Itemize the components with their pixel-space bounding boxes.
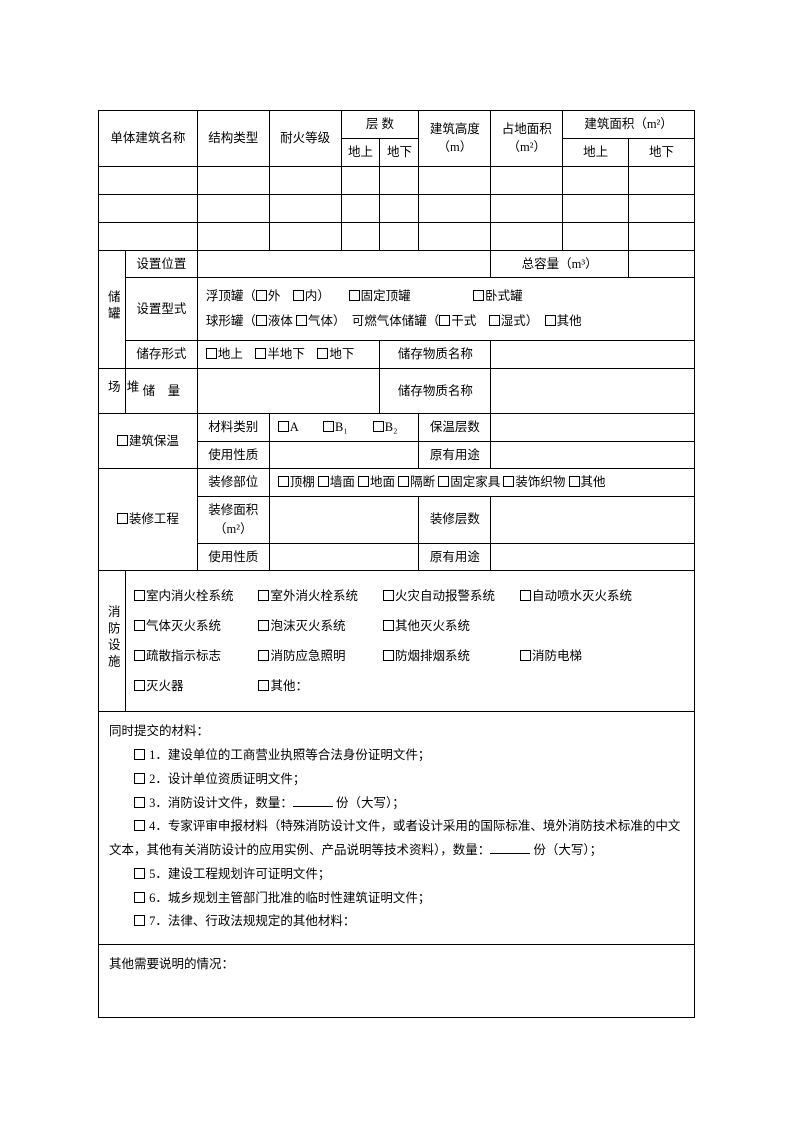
insulation-material-options[interactable]: A B₁ B₂ [269, 413, 419, 441]
checkbox-icon[interactable] [134, 797, 145, 808]
material-item: 5．建设工程规划许可证明文件； [149, 867, 330, 881]
data-cell[interactable] [419, 194, 491, 222]
tank-capacity-value[interactable] [629, 250, 695, 278]
material-item: 6．城乡规划主管部门批准的临时性建筑证明文件； [149, 891, 430, 905]
insulation-layers-value[interactable] [491, 413, 695, 441]
tank-style-label: 设置型式 [125, 278, 197, 341]
decor-section-label: 装修工程 [99, 469, 198, 571]
tank-capacity-label: 总容量（m³） [491, 250, 629, 278]
material-item: 7．法律、行政法规规定的其他材料： [149, 914, 355, 928]
checkbox-icon[interactable] [134, 868, 145, 879]
data-cell[interactable] [380, 222, 419, 250]
data-cell[interactable] [629, 222, 695, 250]
data-cell[interactable] [629, 166, 695, 194]
data-cell[interactable] [491, 222, 563, 250]
data-cell[interactable] [341, 222, 380, 250]
materials-section: 同时提交的材料： 1．建设单位的工商营业执照等合法身份证明文件； 2．设计单位资… [98, 712, 695, 945]
hdr-floors-above: 地上 [341, 138, 380, 166]
tank-loc-label: 设置位置 [125, 250, 197, 278]
checkbox-icon[interactable] [134, 820, 145, 831]
material-item: 1．建设单位的工商营业执照等合法身份证明文件； [149, 748, 430, 762]
insulation-material-label: 材料类别 [197, 413, 269, 441]
fire-section-label: 消防设施 [99, 571, 126, 712]
decor-part-options[interactable]: 顶棚 墙面 地面 隔断 固定家具 装饰织物 其他 [269, 469, 694, 497]
decor-orig-value[interactable] [491, 543, 695, 571]
hdr-area-below: 地下 [629, 138, 695, 166]
decor-area-value[interactable] [269, 497, 419, 544]
decor-use-value[interactable] [269, 543, 419, 571]
insulation-orig-value[interactable] [491, 441, 695, 469]
data-cell[interactable] [380, 166, 419, 194]
hdr-floors-below: 地下 [380, 138, 419, 166]
data-cell[interactable] [197, 194, 269, 222]
decor-part-label: 装修部位 [197, 469, 269, 497]
other-info-section[interactable]: 其他需要说明的情况： [98, 945, 695, 1018]
hdr-struct-type: 结构类型 [197, 111, 269, 167]
insulation-orig-label: 原有用途 [419, 441, 491, 469]
data-cell[interactable] [563, 166, 629, 194]
data-cell[interactable] [629, 194, 695, 222]
decor-use-label: 使用性质 [197, 543, 269, 571]
data-cell[interactable] [197, 166, 269, 194]
decor-layers-label: 装修层数 [419, 497, 491, 544]
data-cell[interactable] [563, 194, 629, 222]
checkbox-icon[interactable] [134, 892, 145, 903]
decor-orig-label: 原有用途 [419, 543, 491, 571]
data-cell[interactable] [269, 166, 341, 194]
data-cell[interactable] [419, 166, 491, 194]
data-cell[interactable] [380, 194, 419, 222]
fire-options[interactable]: 室内消火栓系统 室外消火栓系统 火灾自动报警系统 自动喷水灭火系统 气体灭火系统… [125, 571, 694, 712]
fill-blank[interactable] [293, 794, 333, 807]
yard-matter-value[interactable] [491, 369, 695, 414]
data-row[interactable] [99, 166, 198, 194]
tank-section-label: 储罐 [99, 250, 126, 369]
material-item: 3．消防设计文件，数量： [149, 796, 293, 810]
data-row[interactable] [99, 194, 198, 222]
insulation-section-label: 建筑保温 [99, 413, 198, 469]
yard-section-label: 堆场 [99, 369, 126, 414]
hdr-area-above: 地上 [563, 138, 629, 166]
hdr-land-area: 占地面积（m²） [491, 111, 563, 167]
data-cell[interactable] [341, 194, 380, 222]
data-row[interactable] [99, 222, 198, 250]
hdr-build-area: 建筑面积（m²） [563, 111, 695, 139]
checkbox-icon[interactable] [134, 773, 145, 784]
hdr-height: 建筑高度（m） [419, 111, 491, 167]
material-item: 2．设计单位资质证明文件； [149, 772, 305, 786]
checkbox-icon[interactable] [134, 749, 145, 760]
tank-store-form-label: 储存形式 [125, 341, 197, 369]
data-cell[interactable] [491, 166, 563, 194]
tank-style-options[interactable]: 浮顶罐（外 内） 固定顶罐 卧式罐 球形罐（液体 气体） 可燃气体储罐（干式 湿… [197, 278, 694, 341]
insulation-use-value[interactable] [269, 441, 419, 469]
data-cell[interactable] [419, 222, 491, 250]
yard-amount-value[interactable] [197, 369, 380, 414]
materials-header: 同时提交的材料： [109, 724, 209, 738]
data-cell[interactable] [491, 194, 563, 222]
yard-matter-label: 储存物质名称 [380, 369, 491, 414]
tank-store-matter-value[interactable] [491, 341, 695, 369]
decor-layers-value[interactable] [491, 497, 695, 544]
hdr-fire-grade: 耐火等级 [269, 111, 341, 167]
data-cell[interactable] [563, 222, 629, 250]
other-info-label: 其他需要说明的情况： [109, 957, 234, 971]
hdr-floors: 层 数 [341, 111, 419, 139]
tank-store-matter-label: 储存物质名称 [380, 341, 491, 369]
insulation-use-label: 使用性质 [197, 441, 269, 469]
tank-loc-value[interactable] [197, 250, 490, 278]
tank-store-form-options[interactable]: 地上 半地下 地下 [197, 341, 380, 369]
data-cell[interactable] [341, 166, 380, 194]
data-cell[interactable] [197, 222, 269, 250]
hdr-bldg-name: 单体建筑名称 [99, 111, 198, 167]
decor-area-label: 装修面积（m²） [197, 497, 269, 544]
insulation-layers-label: 保温层数 [419, 413, 491, 441]
main-table: 单体建筑名称 结构类型 耐火等级 层 数 建筑高度（m） 占地面积（m²） 建筑… [98, 110, 695, 712]
checkbox-icon[interactable] [134, 915, 145, 926]
form-page: 单体建筑名称 结构类型 耐火等级 层 数 建筑高度（m） 占地面积（m²） 建筑… [0, 0, 793, 1078]
fill-blank[interactable] [490, 842, 530, 855]
data-cell[interactable] [269, 194, 341, 222]
data-cell[interactable] [269, 222, 341, 250]
